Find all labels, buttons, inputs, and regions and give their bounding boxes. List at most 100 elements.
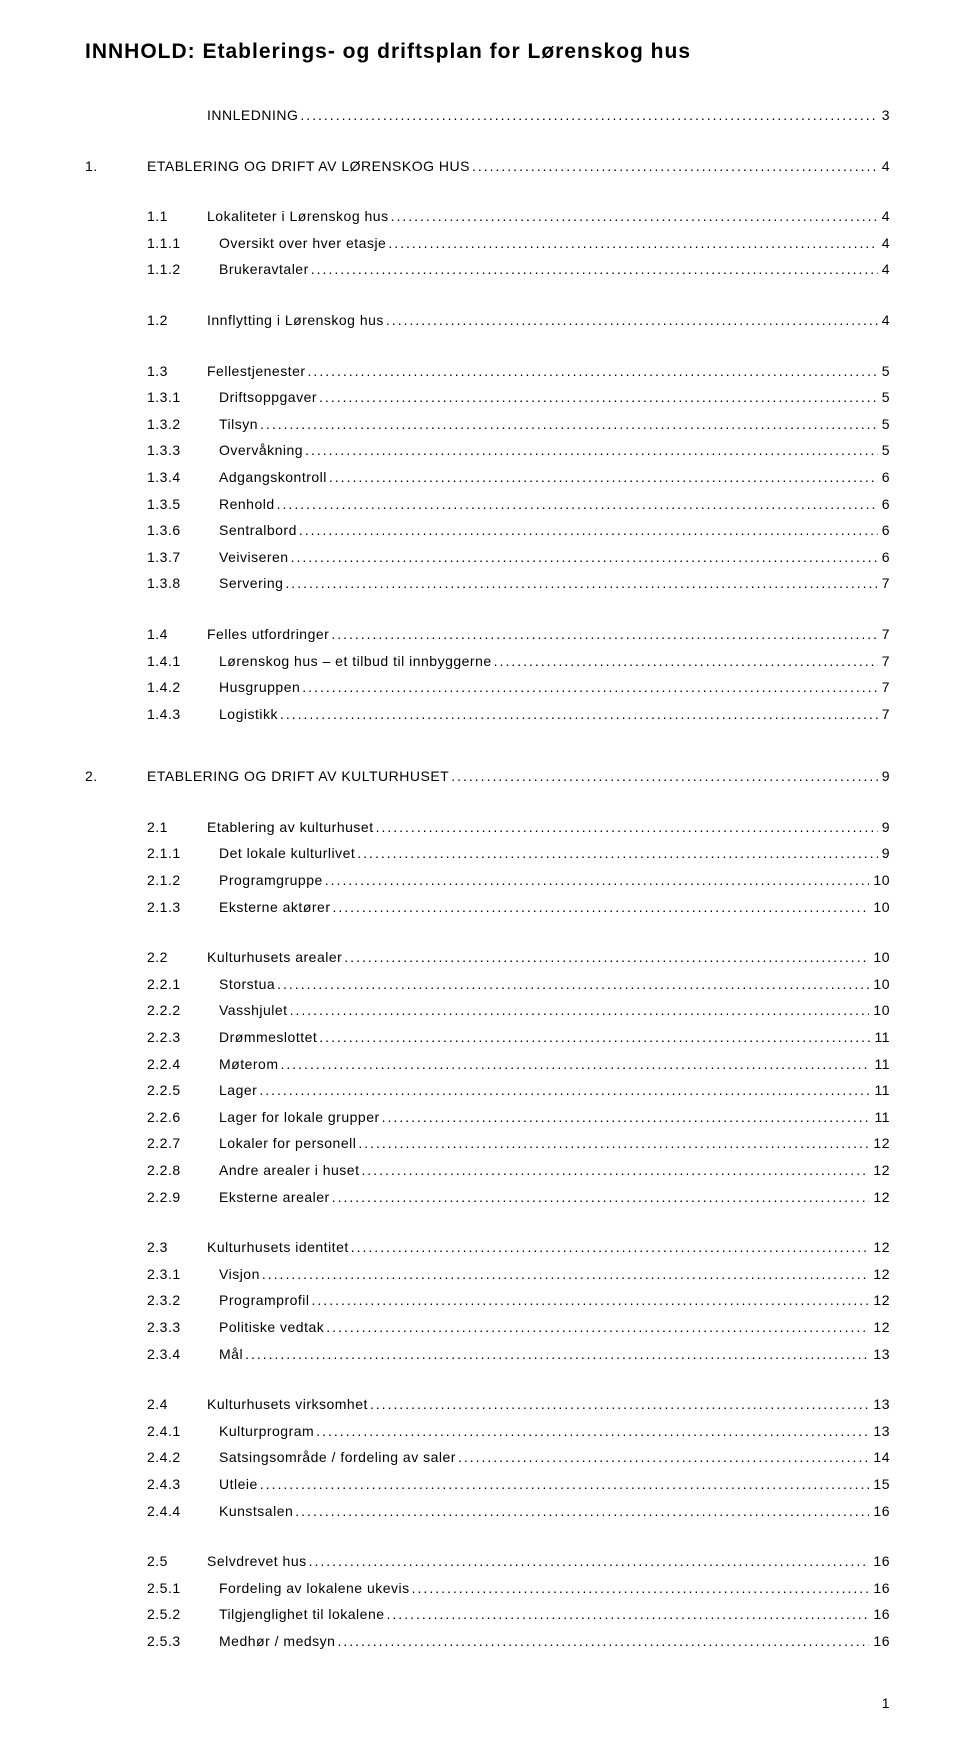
- toc-leader-dots: [257, 1077, 870, 1104]
- toc-line: 1.1Lokaliteter i Lørenskog hus4: [85, 203, 890, 230]
- toc-num: 2.2.9: [147, 1184, 219, 1211]
- toc-num: 2.2.7: [147, 1130, 219, 1157]
- toc-num: 1.1.1: [147, 230, 219, 257]
- toc-num: 2.5: [147, 1548, 207, 1575]
- toc-leader-dots: [380, 1104, 871, 1131]
- toc-leader-dots: [330, 894, 869, 921]
- toc-leader-dots: [275, 971, 869, 998]
- toc-label: Medhør / medsyn: [219, 1628, 335, 1655]
- toc-num: 2.4.3: [147, 1471, 219, 1498]
- toc-page: 11: [870, 1051, 890, 1078]
- toc-label: Det lokale kulturlivet: [219, 840, 355, 867]
- toc-leader-dots: [355, 840, 877, 867]
- toc-page: 13: [869, 1341, 890, 1368]
- toc-num: 2.1: [147, 814, 207, 841]
- toc-label: Kulturprogram: [219, 1418, 314, 1445]
- toc-label: Lager for lokale grupper: [219, 1104, 380, 1131]
- toc-line: 1.4.3Logistikk7: [85, 701, 890, 728]
- toc-line: 1.3.1Driftsoppgaver5: [85, 384, 890, 411]
- toc-page: 7: [878, 674, 890, 701]
- toc-label: Kunstsalen: [219, 1498, 293, 1525]
- toc-num: 2.2.1: [147, 971, 219, 998]
- toc-num: 1.3.3: [147, 437, 219, 464]
- toc-line: 1.3.6Sentralbord6: [85, 517, 890, 544]
- toc-line: 1.4.2Husgruppen7: [85, 674, 890, 701]
- toc-page: 11: [870, 1104, 890, 1131]
- toc-leader-dots: [317, 384, 878, 411]
- toc-leader-dots: [323, 867, 870, 894]
- toc-page: 4: [878, 230, 890, 257]
- toc-num: 2.1.1: [147, 840, 219, 867]
- toc-label: Overvåkning: [219, 437, 303, 464]
- toc-label: Lokaliteter i Lørenskog hus: [207, 203, 389, 230]
- toc-num: 1.1.2: [147, 256, 219, 283]
- toc-label: Kulturhusets virksomhet: [207, 1391, 368, 1418]
- toc-leader-dots: [293, 1498, 869, 1525]
- toc-num: 1.3.8: [147, 570, 219, 597]
- toc-page: 4: [878, 203, 890, 230]
- toc-gap: [85, 1210, 890, 1234]
- toc-line: 2.ETABLERING OG DRIFT AV KULTURHUSET9: [85, 763, 890, 790]
- toc-page: 5: [878, 437, 890, 464]
- toc-page: 10: [869, 971, 890, 998]
- toc-leader-dots: [335, 1628, 869, 1655]
- toc-page: 7: [878, 621, 890, 648]
- toc-num: 1.4.3: [147, 701, 219, 728]
- toc-label: Mål: [219, 1341, 243, 1368]
- toc-line: 2.4.4Kunstsalen16: [85, 1498, 890, 1525]
- toc-leader-dots: [303, 437, 878, 464]
- toc-gap: [85, 597, 890, 621]
- toc-line: 1.1.1Oversikt over hver etasje4: [85, 230, 890, 257]
- toc-page: 13: [869, 1391, 890, 1418]
- toc-num: 2.3.2: [147, 1287, 219, 1314]
- toc-leader-dots: [300, 674, 877, 701]
- toc-label: Utleie: [219, 1471, 258, 1498]
- toc-label: ETABLERING OG DRIFT AV KULTURHUSET: [147, 763, 449, 790]
- toc-label: Programprofil: [219, 1287, 310, 1314]
- toc-leader-dots: [384, 307, 878, 334]
- toc-line: 1.3Fellestjenester5: [85, 358, 890, 385]
- toc-line: 2.1.3Eksterne aktører10: [85, 894, 890, 921]
- toc-label: Logistikk: [219, 701, 278, 728]
- toc-leader-dots: [310, 1287, 870, 1314]
- toc-num: 1.4.2: [147, 674, 219, 701]
- toc-page: 5: [878, 411, 890, 438]
- toc-label: Fordeling av lokalene ukevis: [219, 1575, 410, 1602]
- toc-line: 1.ETABLERING OG DRIFT AV LØRENSKOG HUS4: [85, 153, 890, 180]
- toc-page: 4: [878, 307, 890, 334]
- toc-gap: [85, 790, 890, 814]
- toc-line: 2.2.1Storstua10: [85, 971, 890, 998]
- toc-leader-dots: [297, 517, 878, 544]
- toc-label: Driftsoppgaver: [219, 384, 317, 411]
- toc-label: Andre arealer i huset: [219, 1157, 359, 1184]
- toc-num: 2.2: [147, 944, 207, 971]
- toc-page: 10: [869, 867, 890, 894]
- toc-leader-dots: [260, 1261, 870, 1288]
- toc-line: 2.1Etablering av kulturhuset9: [85, 814, 890, 841]
- toc-line: 1.1.2Brukeravtaler4: [85, 256, 890, 283]
- toc-leader-dots: [314, 1418, 869, 1445]
- toc-line: 1.3.2Tilsyn 5: [85, 411, 890, 438]
- toc-leader-dots: [298, 102, 877, 129]
- toc-line: 1.3.5Renhold6: [85, 491, 890, 518]
- toc-page: 4: [878, 153, 890, 180]
- toc-num: 1.4: [147, 621, 207, 648]
- toc-label: Tilsyn: [219, 411, 258, 438]
- toc-num: 1.3.2: [147, 411, 219, 438]
- toc-line: 2.3.1Visjon12: [85, 1261, 890, 1288]
- toc-leader-dots: [317, 1024, 870, 1051]
- page-title: INNHOLD: Etablerings- og driftsplan for …: [85, 40, 890, 64]
- toc-leader-dots: [329, 621, 877, 648]
- toc-leader-dots: [279, 1051, 871, 1078]
- toc-page: 9: [878, 840, 890, 867]
- toc-page: 12: [869, 1184, 890, 1211]
- toc-page: 12: [869, 1287, 890, 1314]
- toc-leader-dots: [492, 648, 878, 675]
- toc-page: 5: [878, 358, 890, 385]
- toc-leader-dots: [258, 411, 878, 438]
- toc-page: 9: [878, 814, 890, 841]
- toc-line: 2.3.3Politiske vedtak12: [85, 1314, 890, 1341]
- toc-page: 12: [869, 1157, 890, 1184]
- toc-label: Lørenskog hus – et tilbud til innbyggern…: [219, 648, 492, 675]
- toc-leader-dots: [349, 1234, 870, 1261]
